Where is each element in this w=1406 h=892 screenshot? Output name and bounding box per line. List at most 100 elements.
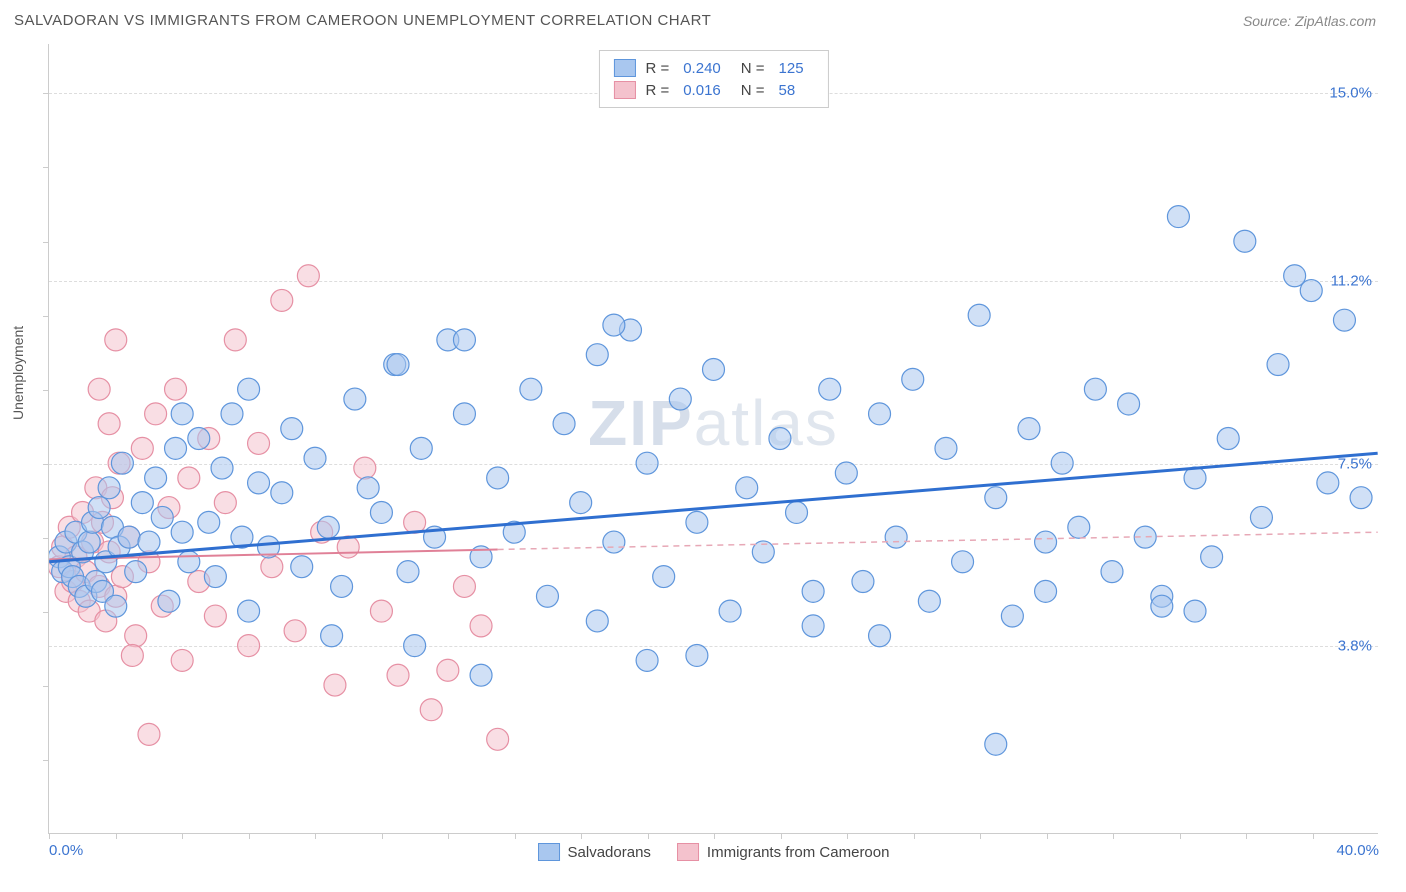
data-point: [1333, 309, 1355, 331]
data-point: [1167, 206, 1189, 228]
data-point: [105, 595, 127, 617]
data-point: [317, 516, 339, 538]
data-point: [131, 492, 153, 514]
data-point: [885, 526, 907, 548]
data-point: [952, 551, 974, 573]
data-point: [1300, 280, 1322, 302]
data-point: [221, 403, 243, 425]
chart-area: ZIPatlas 3.8%7.5%11.2%15.0% 0.0%40.0% R …: [48, 44, 1378, 834]
data-point: [686, 511, 708, 533]
data-point: [1118, 393, 1140, 415]
data-point: [188, 428, 210, 450]
legend-row: R = 0.016 N = 58: [613, 79, 813, 101]
x-tick-label: 0.0%: [49, 842, 83, 859]
data-point: [118, 526, 140, 548]
data-point: [125, 625, 147, 647]
data-point: [204, 566, 226, 588]
data-point: [1101, 561, 1123, 583]
data-point: [603, 314, 625, 336]
data-point: [636, 452, 658, 474]
data-point: [344, 388, 366, 410]
data-point: [171, 403, 193, 425]
data-point: [1184, 600, 1206, 622]
legend-stats: R = 0.240 N = 125 R = 0.016 N = 58: [598, 50, 828, 108]
data-point: [121, 644, 143, 666]
r-value: 0.016: [683, 82, 721, 99]
data-point: [653, 566, 675, 588]
data-point: [357, 477, 379, 499]
legend-swatch: [677, 843, 699, 861]
data-point: [291, 556, 313, 578]
data-point: [835, 462, 857, 484]
data-point: [1018, 418, 1040, 440]
data-point: [1234, 230, 1256, 252]
data-point: [420, 699, 442, 721]
data-point: [105, 329, 127, 351]
data-point: [586, 344, 608, 366]
data-point: [786, 501, 808, 523]
data-point: [586, 610, 608, 632]
legend-item: Salvadorans: [538, 843, 651, 861]
data-point: [370, 600, 392, 622]
data-point: [145, 403, 167, 425]
data-point: [985, 733, 1007, 755]
header: SALVADORAN VS IMMIGRANTS FROM CAMEROON U…: [0, 0, 1406, 37]
data-point: [918, 590, 940, 612]
data-point: [636, 649, 658, 671]
scatter-plot: [49, 44, 1378, 833]
data-point: [536, 585, 558, 607]
chart-title: SALVADORAN VS IMMIGRANTS FROM CAMEROON U…: [14, 12, 711, 29]
data-point: [131, 437, 153, 459]
data-point: [769, 428, 791, 450]
data-point: [1051, 452, 1073, 474]
data-point: [248, 472, 270, 494]
data-point: [88, 497, 110, 519]
data-point: [520, 378, 542, 400]
data-point: [1201, 546, 1223, 568]
data-point: [165, 437, 187, 459]
data-point: [410, 437, 432, 459]
data-point: [703, 358, 725, 380]
data-point: [1217, 428, 1239, 450]
data-point: [331, 575, 353, 597]
data-point: [138, 531, 160, 553]
data-point: [304, 447, 326, 469]
data-point: [669, 388, 691, 410]
r-value: 0.240: [683, 60, 721, 77]
data-point: [145, 467, 167, 489]
data-point: [354, 457, 376, 479]
data-point: [284, 620, 306, 642]
data-point: [98, 413, 120, 435]
data-point: [324, 674, 346, 696]
data-point: [178, 551, 200, 573]
data-point: [165, 378, 187, 400]
data-point: [198, 511, 220, 533]
n-value: 58: [779, 82, 796, 99]
data-point: [1317, 472, 1339, 494]
data-point: [852, 571, 874, 593]
data-point: [271, 289, 293, 311]
data-point: [297, 265, 319, 287]
data-point: [686, 644, 708, 666]
data-point: [204, 605, 226, 627]
data-point: [553, 413, 575, 435]
data-point: [238, 635, 260, 657]
data-point: [802, 615, 824, 637]
legend-item: Immigrants from Cameroon: [677, 843, 890, 861]
legend-swatch: [613, 81, 635, 99]
data-point: [487, 467, 509, 489]
data-point: [437, 659, 459, 681]
legend-swatch: [538, 843, 560, 861]
data-point: [370, 501, 392, 523]
data-point: [248, 432, 270, 454]
data-point: [387, 664, 409, 686]
data-point: [238, 378, 260, 400]
data-point: [603, 531, 625, 553]
data-point: [487, 728, 509, 750]
data-point: [404, 635, 426, 657]
data-point: [321, 625, 343, 647]
source-label: Source: ZipAtlas.com: [1243, 13, 1376, 29]
data-point: [736, 477, 758, 499]
data-point: [1068, 516, 1090, 538]
data-point: [453, 575, 475, 597]
